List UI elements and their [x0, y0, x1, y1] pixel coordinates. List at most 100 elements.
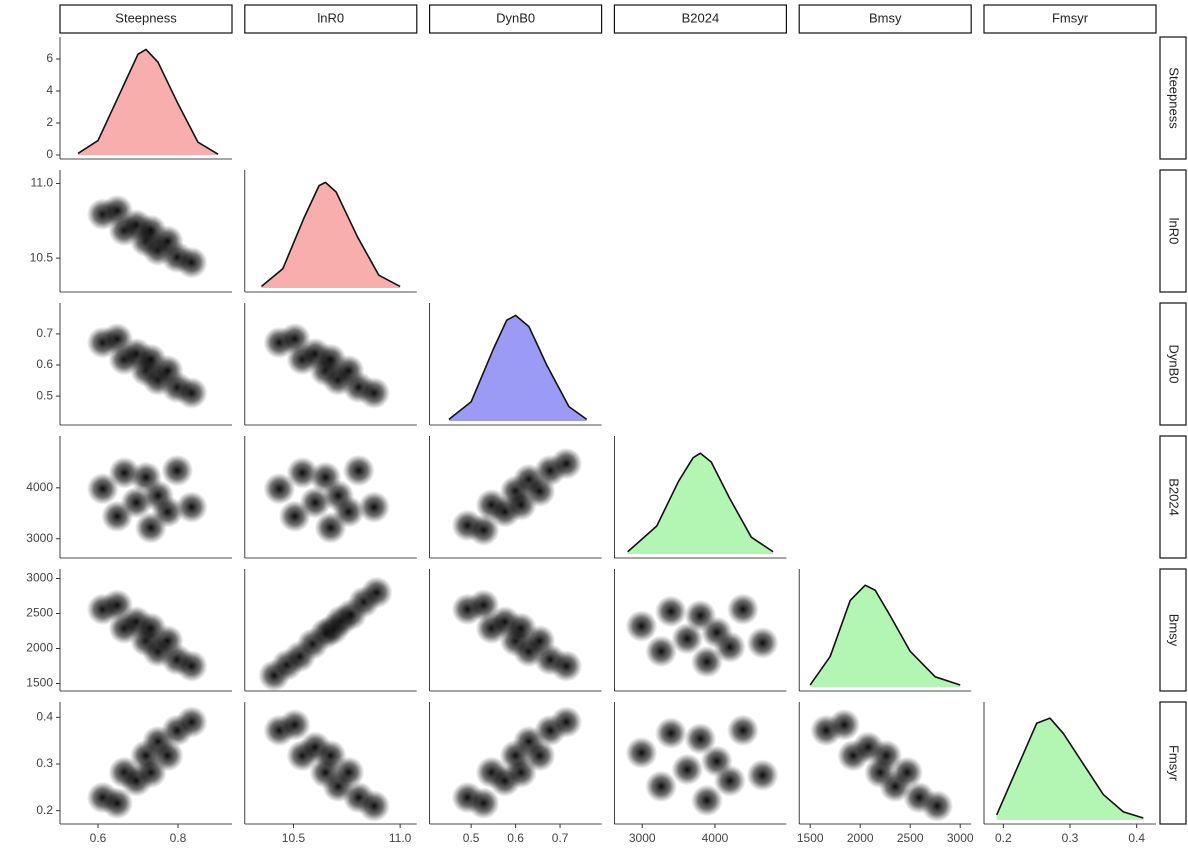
- scatter-point: [645, 635, 678, 668]
- scatter-point: [671, 753, 704, 786]
- row-strip-label: lnR0: [1167, 218, 1182, 245]
- scatter-point: [746, 626, 779, 659]
- y-tick-label: 1500: [26, 676, 53, 690]
- scatter-point: [263, 472, 296, 505]
- density-line: [995, 717, 1144, 819]
- scatter-point: [828, 708, 861, 741]
- column-strip-label: lnR0: [317, 10, 344, 25]
- column-strip: [983, 4, 1157, 34]
- scatter-point: [358, 491, 391, 524]
- column-strip-label: DynB0: [496, 10, 535, 25]
- scatter-point: [278, 708, 311, 741]
- scatter-point: [342, 454, 375, 487]
- scatter-point: [921, 790, 954, 822]
- scatter-point: [654, 717, 687, 750]
- scatter-point: [101, 787, 134, 820]
- scatter-point: [175, 650, 208, 682]
- row-strip-label: Bmsy: [1167, 614, 1182, 647]
- x-tick-label: 0.5: [463, 831, 480, 845]
- scatter-point: [151, 495, 184, 528]
- scatter-point: [713, 764, 746, 797]
- density-line: [77, 48, 219, 155]
- scatter-point: [332, 495, 365, 528]
- row-strip-label: B2024: [1167, 478, 1182, 516]
- y-tick-label: 0.7: [36, 326, 53, 340]
- x-tick-label: 11.0: [389, 831, 412, 845]
- density-area: [78, 49, 218, 155]
- scatter-point: [550, 706, 583, 738]
- x-tick-label: 1500: [797, 831, 824, 845]
- scatter-point: [654, 595, 687, 628]
- x-tick-label: 0.6: [90, 831, 107, 845]
- y-tick-label: 2: [46, 115, 53, 129]
- y-tick-label: 0.5: [36, 388, 53, 402]
- scatter-point: [358, 377, 391, 409]
- x-tick-label: 4000: [702, 831, 729, 845]
- column-strip: [798, 4, 972, 34]
- column-strip: [59, 4, 233, 34]
- scatter-point: [684, 722, 717, 755]
- density-line: [809, 584, 961, 686]
- row-strip-label: DynB0: [1167, 344, 1182, 383]
- row-strip: [1159, 36, 1187, 160]
- row-strip: [1159, 169, 1187, 293]
- scatter-point: [175, 706, 208, 738]
- density-area: [261, 182, 401, 288]
- density-area: [810, 585, 961, 687]
- y-tick-label: 11.0: [31, 176, 54, 190]
- x-tick-label: 3000: [947, 831, 974, 845]
- scatter-point: [175, 246, 208, 279]
- row-strip-label: Steepness: [1167, 67, 1182, 129]
- scatter-point: [175, 491, 208, 524]
- density-area: [996, 718, 1144, 820]
- scatter-point: [151, 739, 184, 772]
- scatter-point: [523, 739, 556, 772]
- y-tick-label: 0.2: [36, 803, 53, 817]
- scatter-point: [645, 770, 678, 803]
- density-line: [448, 314, 588, 421]
- column-strip-label: B2024: [682, 10, 720, 25]
- y-tick-label: 2500: [26, 606, 53, 620]
- scatter-point: [891, 756, 924, 789]
- row-strip: [1159, 435, 1187, 559]
- scatter-point: [360, 576, 393, 609]
- row-strip: [1159, 302, 1187, 426]
- scatter-point: [467, 514, 500, 547]
- x-tick-label: 0.7: [552, 831, 569, 845]
- scatter-point: [726, 714, 759, 747]
- y-tick-label: 4000: [26, 480, 53, 494]
- scatter-point: [550, 650, 583, 682]
- scatter-point: [175, 377, 208, 409]
- scatter-point: [467, 787, 500, 820]
- scatter-point: [332, 756, 365, 789]
- scatter-point: [358, 790, 391, 822]
- x-tick-label: 3000: [629, 831, 656, 845]
- column-strip-label: Bmsy: [869, 10, 902, 25]
- scatter-point: [161, 454, 194, 487]
- x-tick-label: 0.8: [170, 831, 187, 845]
- y-tick-label: 0: [46, 147, 53, 161]
- scatter-point: [746, 759, 779, 792]
- x-tick-label: 0.4: [1128, 831, 1145, 845]
- column-strip: [613, 4, 788, 34]
- y-tick-label: 4: [46, 83, 53, 97]
- x-tick-label: 2500: [897, 831, 924, 845]
- scatter-point: [550, 447, 583, 480]
- row-strip: [1159, 568, 1187, 692]
- y-tick-label: 6: [46, 51, 53, 65]
- scatter-point: [625, 610, 658, 643]
- scatter-point: [690, 784, 723, 817]
- row-strip-label: Fmsyr: [1167, 745, 1182, 782]
- y-tick-label: 10.5: [30, 250, 54, 264]
- x-tick-label: 0.6: [507, 831, 524, 845]
- column-strip: [244, 4, 418, 34]
- y-tick-label: 2000: [26, 641, 53, 655]
- y-tick-label: 0.4: [36, 710, 53, 724]
- scatter-point: [713, 631, 746, 664]
- y-tick-label: 0.6: [36, 357, 53, 371]
- density-area: [627, 453, 774, 554]
- x-tick-label: 2000: [847, 831, 874, 845]
- scatter-point: [625, 736, 658, 769]
- x-tick-label: 10.5: [282, 831, 306, 845]
